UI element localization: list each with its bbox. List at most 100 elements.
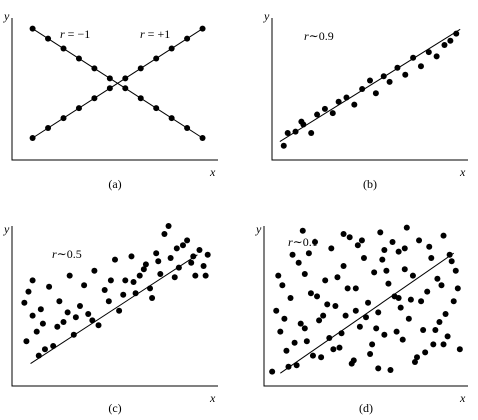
x-axis-label: x — [209, 165, 216, 179]
data-point-series-1 — [29, 25, 36, 32]
data-point — [340, 263, 347, 269]
data-point — [81, 282, 88, 289]
x-axis-label: x — [459, 391, 466, 405]
data-point — [105, 298, 112, 305]
data-point — [289, 251, 296, 258]
data-point — [200, 263, 207, 269]
data-point — [359, 86, 366, 92]
data-point — [321, 105, 328, 112]
panel-label: (a) — [108, 177, 121, 191]
data-point — [367, 77, 373, 84]
data-point — [397, 304, 404, 311]
data-point — [393, 328, 400, 335]
data-point — [273, 307, 280, 314]
data-point — [442, 311, 449, 317]
data-point — [35, 352, 42, 359]
data-point — [403, 224, 410, 231]
data-point — [72, 314, 79, 321]
data-point — [196, 247, 203, 253]
data-point-series-2 — [199, 25, 206, 32]
data-point — [130, 279, 137, 285]
data-point — [409, 272, 416, 279]
data-point — [446, 251, 453, 258]
data-point-series-2 — [60, 115, 67, 122]
data-point-series-2 — [122, 75, 129, 82]
data-point — [358, 237, 365, 244]
data-point — [336, 344, 343, 351]
chart-panel-4: y x (d) r∼0.1 — [255, 222, 468, 415]
data-point — [107, 277, 114, 284]
data-point — [70, 331, 77, 338]
data-point — [441, 41, 448, 48]
data-point — [269, 368, 276, 375]
data-point — [395, 295, 402, 301]
y-axis-label: y — [3, 222, 10, 236]
data-point — [173, 245, 180, 252]
data-point — [153, 250, 160, 257]
data-point — [365, 299, 372, 306]
data-point — [175, 264, 182, 271]
correlation-annotation: r∼0.1 — [288, 235, 318, 249]
data-point — [66, 272, 73, 279]
data-point — [157, 271, 164, 277]
correlation-annotation: r∼0.9 — [304, 29, 334, 43]
data-point — [140, 266, 147, 273]
data-point — [132, 290, 139, 297]
data-point — [29, 312, 36, 319]
data-point — [293, 362, 300, 369]
data-point — [279, 282, 286, 289]
data-point — [448, 258, 455, 265]
data-point — [21, 299, 28, 306]
chart-panel-2: y x (b) r∼0.9 — [263, 9, 468, 191]
data-point — [335, 98, 342, 105]
data-point — [386, 78, 393, 85]
axes — [11, 18, 218, 161]
data-point — [301, 271, 308, 277]
data-point — [453, 30, 460, 37]
data-point — [352, 285, 359, 292]
data-point — [360, 255, 367, 261]
data-point — [371, 269, 378, 276]
data-point — [85, 311, 92, 317]
data-point-series-1 — [106, 75, 113, 82]
data-point — [417, 63, 424, 70]
data-point — [281, 315, 288, 322]
data-point — [25, 288, 32, 295]
line-label-1: r = −1 — [60, 27, 90, 41]
data-point — [284, 130, 291, 137]
axes — [11, 226, 218, 387]
data-point — [456, 346, 463, 353]
data-point — [367, 351, 374, 357]
data-point — [375, 309, 382, 316]
data-point-series-2 — [184, 35, 191, 42]
data-point — [422, 349, 429, 356]
data-point — [101, 287, 108, 293]
data-point — [314, 111, 321, 118]
data-point-series-1 — [199, 134, 206, 141]
panel-label: (c) — [108, 401, 121, 415]
data-point — [332, 303, 339, 309]
data-point — [330, 346, 337, 353]
chart-panel-1: y x (a) r = −1 r = +1 — [3, 9, 218, 191]
data-point — [354, 242, 361, 249]
data-point — [324, 301, 331, 308]
data-point — [346, 234, 353, 241]
data-point — [414, 354, 420, 361]
data-point — [394, 64, 401, 71]
data-point — [136, 272, 143, 279]
data-point — [452, 267, 459, 274]
data-point — [438, 282, 445, 289]
y-axis-label: y — [255, 222, 262, 236]
data-point — [280, 142, 287, 149]
data-point — [373, 325, 380, 332]
data-point — [307, 290, 314, 297]
data-point — [424, 288, 431, 295]
data-point-series-1 — [75, 55, 82, 62]
data-point — [426, 243, 433, 250]
data-point — [356, 323, 363, 330]
line-label-2: r = +1 — [140, 27, 170, 41]
data-point — [60, 319, 67, 325]
x-axis-label: x — [459, 165, 466, 179]
data-point — [322, 277, 329, 284]
data-point-series-1 — [168, 115, 175, 122]
